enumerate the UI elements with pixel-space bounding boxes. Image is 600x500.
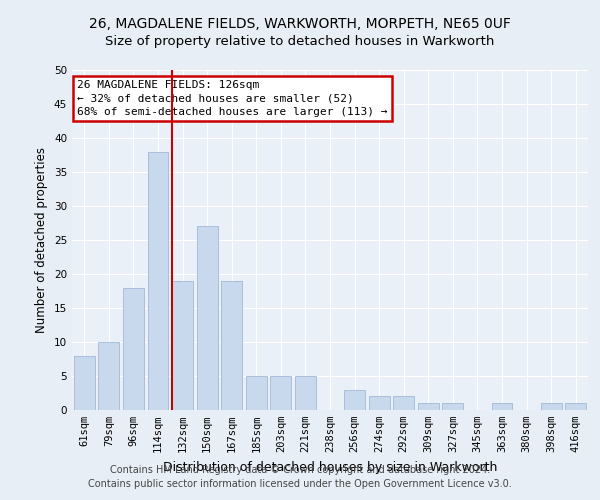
Bar [344, 390, 365, 410]
Bar [148, 152, 169, 410]
Bar [271, 376, 292, 410]
Text: Contains HM Land Registry data © Crown copyright and database right 2024.
Contai: Contains HM Land Registry data © Crown c… [88, 465, 512, 489]
Bar [197, 226, 218, 410]
Text: Size of property relative to detached houses in Warkworth: Size of property relative to detached ho… [106, 35, 494, 48]
Bar [98, 342, 119, 410]
Bar [172, 281, 193, 410]
Bar [295, 376, 316, 410]
Bar [74, 356, 95, 410]
Bar [442, 403, 463, 410]
Y-axis label: Number of detached properties: Number of detached properties [35, 147, 49, 333]
Bar [246, 376, 267, 410]
Bar [123, 288, 144, 410]
Bar [368, 396, 389, 410]
Bar [541, 403, 562, 410]
Bar [491, 403, 512, 410]
Bar [565, 403, 586, 410]
Text: 26 MAGDALENE FIELDS: 126sqm
← 32% of detached houses are smaller (52)
68% of sem: 26 MAGDALENE FIELDS: 126sqm ← 32% of det… [77, 80, 388, 116]
Bar [221, 281, 242, 410]
Text: 26, MAGDALENE FIELDS, WARKWORTH, MORPETH, NE65 0UF: 26, MAGDALENE FIELDS, WARKWORTH, MORPETH… [89, 18, 511, 32]
Bar [418, 403, 439, 410]
Bar [393, 396, 414, 410]
X-axis label: Distribution of detached houses by size in Warkworth: Distribution of detached houses by size … [163, 460, 497, 473]
